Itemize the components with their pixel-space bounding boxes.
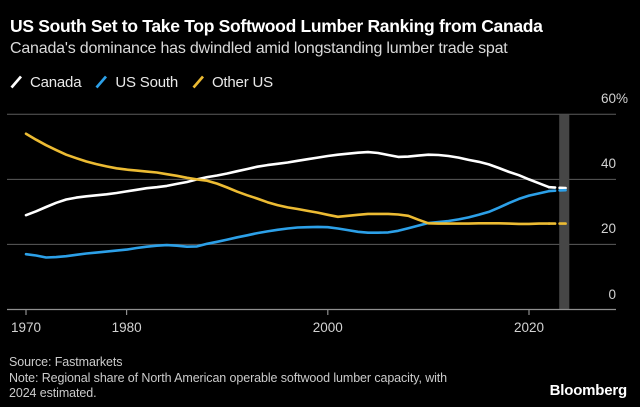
legend-item-canada: Canada	[10, 73, 82, 91]
y-axis-label-40: 40	[600, 156, 616, 172]
series-line-canada	[24, 150, 551, 217]
y-axis-label-60: 60%	[600, 91, 629, 107]
series-line-canada-estimated	[547, 185, 571, 190]
note-text-line2: 2024 estimated.	[9, 386, 97, 400]
line-swatch-icon	[95, 75, 108, 89]
x-axis-label-1970: 1970	[10, 320, 42, 335]
bloomberg-logo: Bloomberg	[549, 382, 628, 399]
legend-item-other-us: Other US	[192, 74, 273, 91]
legend-item-us-south: US South	[95, 74, 178, 91]
legend-label: US South	[115, 73, 178, 91]
x-axis-label-2020: 2020	[513, 320, 545, 335]
y-axis-unit-suffix: %	[616, 91, 629, 107]
y-axis-label-20: 20	[600, 221, 616, 237]
chart-subtitle: Canada's dominance has dwindled amid lon…	[10, 40, 508, 57]
chart-footnotes: Source: Fastmarkets Note: Regional share…	[9, 355, 529, 402]
note-text-line1: Note: Regional share of North American o…	[9, 370, 448, 385]
legend-label: Canada	[30, 73, 82, 91]
x-axis-label-1980: 1980	[111, 320, 142, 335]
series-line-us-south	[24, 189, 551, 259]
source-text: Source: Fastmarkets	[9, 355, 123, 369]
chart-legend: Canada US South Other US	[10, 73, 273, 91]
line-swatch-icon	[192, 75, 204, 89]
line-swatch-icon	[10, 75, 23, 89]
estimate-highlight-band	[559, 114, 570, 310]
legend-label: Other US	[211, 73, 273, 91]
chart-title: US South Set to Take Top Softwood Lumber…	[10, 16, 543, 36]
x-axis-label-2000: 2000	[312, 320, 343, 335]
series-line-other-us	[24, 132, 551, 226]
series-line-us-south-estimated	[547, 188, 571, 193]
y-axis-label-0: 0	[608, 286, 616, 302]
